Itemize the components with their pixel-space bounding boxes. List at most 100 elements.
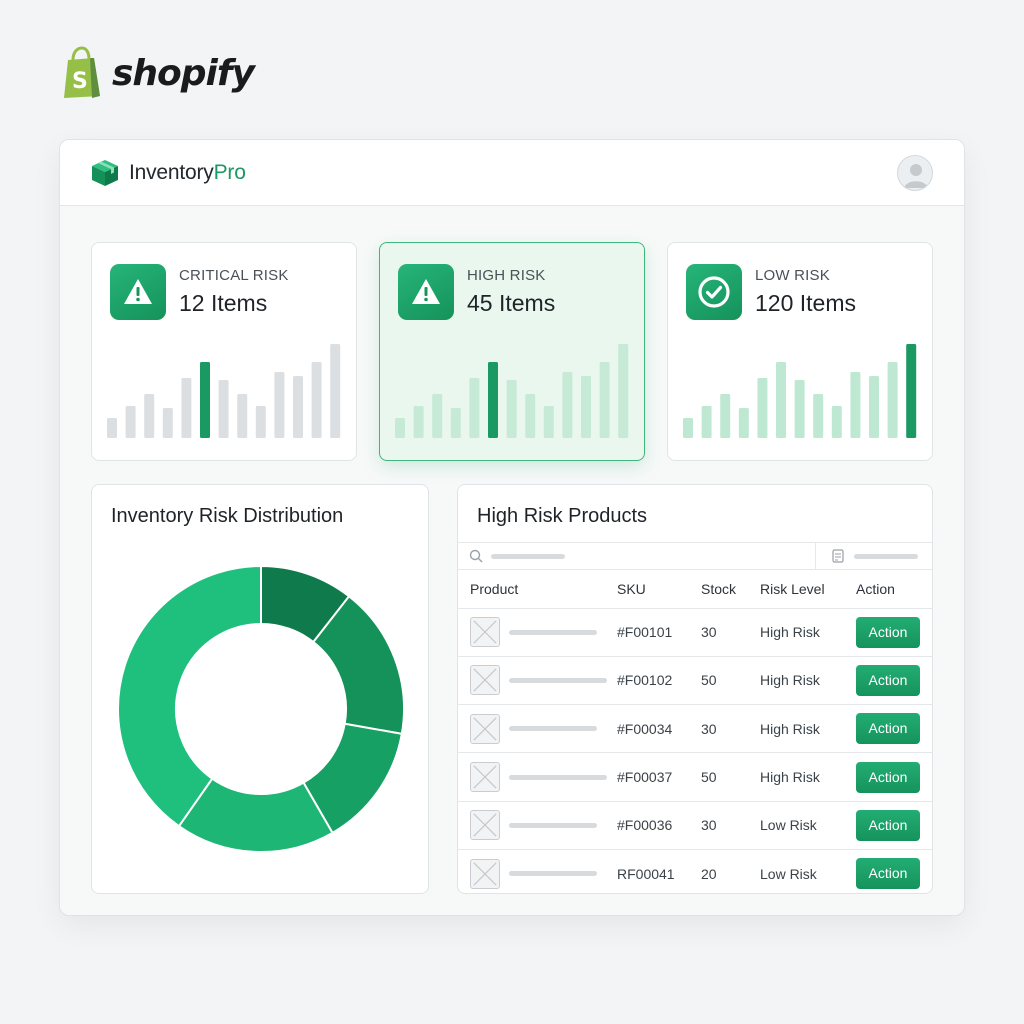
shopify-logo: S shopify [58,46,255,100]
risk-count: 120 Items [755,290,856,316]
column-header-risk-level[interactable]: Risk Level [760,571,846,609]
spark-bar [311,362,322,438]
spark-bar [618,344,629,438]
sku-cell: #F00036 [617,801,701,850]
brand[interactable]: InventoryPro [90,158,246,188]
spark-bar [293,376,303,438]
action-button[interactable]: Action [856,858,920,890]
stock-cell: 50 [701,656,760,706]
spark-bar [776,362,786,438]
table-row[interactable]: #F00101 30 High Risk Action [458,608,932,657]
low-risk-card[interactable]: LOW RISK 120 Items [667,242,933,461]
brand-name: InventoryPro [129,161,246,185]
spark-bar [181,378,192,438]
product-cell [458,849,617,893]
risk-label: CRITICAL RISK [179,267,289,284]
column-header-sku[interactable]: SKU [617,571,701,609]
image-placeholder-icon [470,665,500,696]
avatar[interactable] [897,154,933,191]
action-button[interactable]: Action [856,664,920,696]
spark-bar [683,418,693,438]
product-name-placeholder [509,871,597,877]
spark-bar [237,394,248,438]
spark-bar [720,394,731,438]
product-cell [458,656,617,706]
spark-bar [701,406,712,438]
products-table: Product SKU Stock Risk Level Action #F00… [458,571,932,893]
risk-level-cell: High Risk [760,704,846,754]
product-name-placeholder [509,822,597,828]
risk-distribution-card: Inventory Risk Distribution [91,484,429,894]
high-risk-card[interactable]: HIGH RISK 45 Items [379,242,645,461]
table-row[interactable]: #F00037 50 High Risk Action [458,752,932,802]
high-risk-products-card: High Risk Products Product SKU Stock Ris… [457,484,933,894]
sku-cell: #F00034 [617,704,701,754]
svg-text:S: S [72,69,88,94]
stock-cell: 30 [701,608,760,657]
spark-bar [413,406,424,438]
action-button[interactable]: Action [856,809,920,841]
search-input[interactable] [458,543,816,569]
box-icon [92,159,118,186]
column-header-product[interactable]: Product [458,571,617,609]
action-cell: Action [846,752,932,802]
sku-cell: #F00037 [617,752,701,802]
risk-label: LOW RISK [755,267,830,284]
spark-bar [107,418,117,438]
spark-bar [450,408,461,438]
risk-level-cell: High Risk [760,608,846,657]
critical-risk-card[interactable]: CRITICAL RISK 12 Items [91,242,357,461]
filter-placeholder [854,553,918,559]
action-cell: Action [846,704,932,754]
column-header-stock[interactable]: Stock [701,571,760,609]
table-row[interactable]: RF00041 20 Low Risk Action [458,849,932,893]
filter-input[interactable] [816,543,932,569]
spark-bar [218,380,229,438]
stock-cell: 30 [701,801,760,850]
action-button[interactable]: Action [856,761,920,793]
spark-bar [831,406,842,438]
stock-cell: 20 [701,849,760,893]
search-icon [469,549,483,563]
shopify-bag-icon: S [64,46,100,98]
card-title: Inventory Risk Distribution [111,505,344,527]
spark-bar [887,362,898,438]
action-button[interactable]: Action [856,713,920,745]
app-window: InventoryPro CRITICAL RISK 12 Items [59,139,965,916]
column-header-action: Action [846,571,932,609]
spark-bar [581,376,591,438]
product-name-placeholder [509,677,607,683]
product-name-placeholder [509,629,597,635]
risk-level-cell: Low Risk [760,801,846,850]
table-row[interactable]: #F00036 30 Low Risk Action [458,801,932,850]
donut-segment[interactable] [117,565,262,828]
spark-bar [525,394,536,438]
risk-label: HIGH RISK [467,267,546,284]
sku-cell: RF00041 [617,849,701,893]
product-name-placeholder [509,726,597,732]
table-row[interactable]: #F00102 50 High Risk Action [458,656,932,706]
risk-count: 12 Items [179,290,268,316]
spark-bar [562,372,573,438]
table-row[interactable]: #F00034 30 High Risk Action [458,704,932,754]
product-cell [458,704,617,754]
warning-triangle-icon [398,264,454,320]
spark-bar [738,408,749,438]
spark-bar [255,406,266,438]
table-header-row: Product SKU Stock Risk Level Action [458,571,932,609]
image-placeholder-icon [470,713,500,744]
action-button[interactable]: Action [856,616,920,648]
spark-bar [125,406,136,438]
action-cell: Action [846,801,932,850]
spark-bar [488,362,498,438]
spark-bar [144,394,155,438]
calendar-icon [832,549,844,563]
spark-bar [813,394,824,438]
shopify-wordmark: shopify [112,52,255,94]
action-cell: Action [846,608,932,657]
top-bar: InventoryPro [60,140,964,206]
risk-distribution-donut [117,565,405,853]
risk-level-cell: High Risk [760,752,846,802]
image-placeholder-icon [470,617,500,648]
spark-bar [906,344,917,438]
